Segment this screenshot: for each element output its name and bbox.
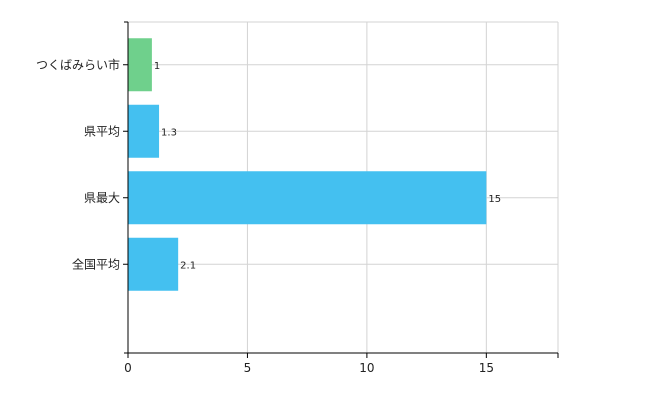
y-tick-label-0: つくばみらい市 — [36, 57, 120, 72]
data-label-3: 2.1 — [180, 260, 196, 271]
data-label-1: 1.3 — [161, 127, 177, 138]
grid — [128, 21, 559, 353]
x-tick-label-2: 10 — [359, 361, 374, 375]
bars — [128, 38, 487, 291]
data-label-0: 1 — [154, 61, 160, 72]
y-tick-label-1: 県平均 — [84, 124, 120, 138]
y-tick-label-3: 全国平均 — [72, 256, 120, 271]
bar-0 — [128, 38, 152, 92]
axes — [123, 21, 559, 358]
x-tick-label-0: 0 — [124, 361, 132, 375]
x-tick-label-1: 5 — [244, 361, 252, 375]
x-tick-label-3: 15 — [479, 361, 494, 375]
data-label-2: 15 — [488, 194, 501, 205]
y-tick-label-2: 県最大 — [84, 191, 120, 205]
bar-2 — [128, 171, 487, 225]
bar-3 — [128, 237, 179, 291]
bar-1 — [128, 104, 160, 158]
